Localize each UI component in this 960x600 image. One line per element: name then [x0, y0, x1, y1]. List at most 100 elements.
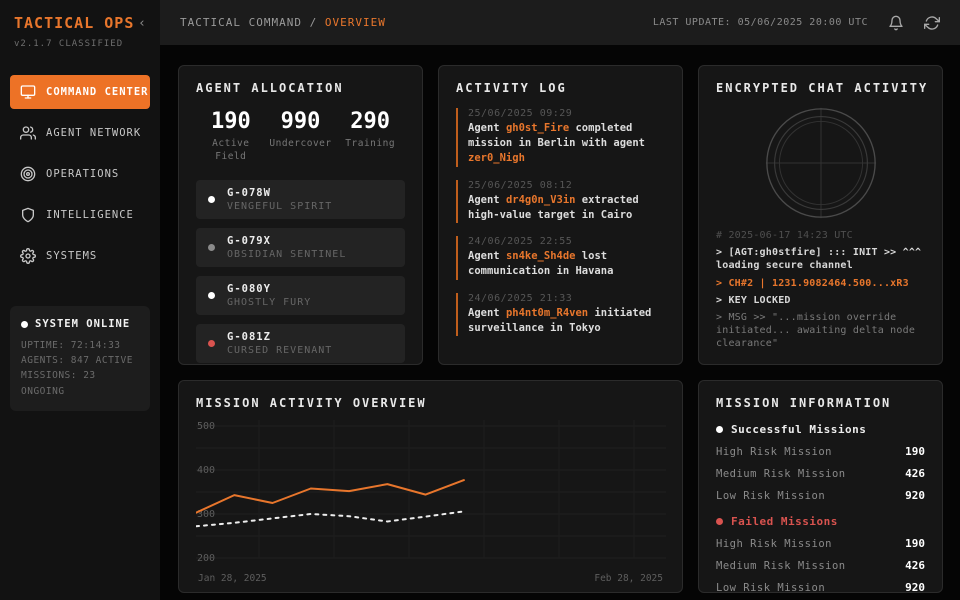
log-text-segment: Agent	[468, 122, 506, 134]
agent-status-dot	[208, 339, 215, 347]
mission-info-row: Medium Risk Mission 426	[716, 559, 925, 572]
mission-info-section: Successful Missions High Risk Mission 190 M…	[716, 423, 925, 502]
agent-name: GHOSTLY FURY	[227, 296, 312, 308]
mission-row-label: Medium Risk Mission	[716, 467, 846, 480]
sidebar-item-label: OPERATIONS	[46, 168, 120, 180]
chat-line: > CH#2 | 1231.9082464.500...xR3	[716, 277, 909, 289]
log-entry: 25/06/2025 08:12 Agent dr4g0n_V3in extrac…	[456, 179, 665, 224]
agent-list-item[interactable]: G-079X OBSIDIAN SENTINEL	[196, 227, 405, 267]
sidebar-nav: COMMAND CENTER AGENT NETWORK OPERATIONS …	[0, 75, 160, 280]
log-text-segment: extracted high-value target in Cairo	[468, 193, 639, 221]
agent-status-dot	[208, 243, 215, 251]
agent-code: G-080Y	[227, 282, 271, 295]
topbar-right: LAST UPDATE: 05/06/2025 20:00 UTC	[653, 15, 940, 31]
mission-row-value: 920	[905, 489, 925, 502]
breadcrumb-root[interactable]: TACTICAL COMMAND	[180, 16, 302, 29]
monitor-icon	[20, 85, 36, 99]
sidebar-item-command-center[interactable]: COMMAND CENTER	[10, 75, 150, 109]
agent-handle: zer0_Nigh	[468, 152, 525, 165]
log-timestamp: 24/06/2025 22:55	[468, 236, 573, 248]
log-entry: 25/06/2025 09:29 Agent gh0st_Fire complet…	[456, 108, 665, 167]
log-text-segment: initiated surveillance in Tokyo	[468, 306, 652, 334]
chat-lines: # 2025-06-17 14:23 UTC > [AGT:gh0stfire] …	[716, 229, 925, 351]
system-status-line: MISSIONS: 23 ONGOING	[21, 370, 96, 397]
system-status-line: AGENTS: 847 ACTIVE	[21, 355, 133, 367]
mission-section-label: Successful Missions	[731, 423, 867, 436]
mission-row-label: Low Risk Mission	[716, 489, 826, 502]
main-area: TACTICAL COMMAND / OVERVIEW LAST UPDATE:…	[160, 0, 960, 600]
breadcrumb: TACTICAL COMMAND / OVERVIEW	[180, 16, 386, 29]
agent-handle: sn4ke_Sh4de	[505, 250, 576, 263]
radar-graphic-wrap	[716, 105, 925, 221]
mission-info-row: Low Risk Mission 920	[716, 489, 925, 502]
svg-text:200: 200	[197, 553, 215, 564]
breadcrumb-separator: /	[309, 16, 318, 29]
agent-name: CURSED REVENANT	[227, 344, 333, 356]
x-axis-end-label: Feb 28, 2025	[594, 573, 663, 584]
sidebar-item-intelligence[interactable]: INTELLIGENCE	[10, 198, 150, 232]
mission-row-label: High Risk Mission	[716, 537, 832, 550]
mission-info-row: High Risk Mission 190	[716, 445, 925, 458]
system-status-panel: SYSTEM ONLINE UPTIME: 72:14:33 AGENTS: 84…	[10, 306, 150, 411]
log-text: Agent ph4nt0m_R4ven initiated surveillan…	[468, 306, 665, 336]
app-version: v2.1.7 CLASSIFIED	[14, 39, 124, 49]
dashboard-row-2: MISSION ACTIVITY OVERVIEW 200 300 400 500 J…	[178, 380, 943, 593]
log-text: Agent gh0st_Fire completed mission in Be…	[468, 121, 665, 167]
agent-allocation-card: AGENT ALLOCATION 190 Active Field 990 Un…	[178, 65, 423, 365]
mission-row-value: 190	[905, 537, 925, 550]
agent-list-item[interactable]: G-078W VENGEFUL SPIRIT	[196, 179, 405, 219]
mission-row-label: Low Risk Mission	[716, 581, 826, 593]
sidebar-item-systems[interactable]: SYSTEMS	[10, 239, 150, 273]
agent-handle: ph4nt0m_R4ven	[505, 306, 589, 319]
series-failed-missions	[195, 510, 465, 528]
mission-info-section: Failed Missions High Risk Mission 190 Mediu…	[716, 515, 925, 593]
activity-log-card: ACTIVITY LOG 25/06/2025 09:29 Agent gh0st…	[438, 65, 683, 365]
stat-label: Active Field	[212, 138, 250, 162]
topbar: TACTICAL COMMAND / OVERVIEW LAST UPDATE:…	[160, 0, 960, 45]
sidebar-item-label: SYSTEMS	[46, 250, 98, 262]
log-entry: 24/06/2025 21:33 Agent ph4nt0m_R4ven init…	[456, 292, 665, 336]
system-status-title-row: SYSTEM ONLINE	[21, 318, 139, 330]
chart-title: MISSION ACTIVITY OVERVIEW	[196, 396, 427, 410]
agent-handle: dr4g0n_V3in	[505, 193, 576, 206]
agent-stats: 190 Active Field 990 Undercover 290 Trai…	[196, 109, 405, 164]
log-timestamp: 25/06/2025 09:29	[468, 108, 573, 119]
mission-row-label: Medium Risk Mission	[716, 559, 846, 572]
log-text-segment: Agent	[468, 193, 506, 206]
agent-code: G-079X	[227, 234, 271, 247]
stat-value: 290	[350, 109, 391, 134]
last-update-label: LAST UPDATE: 05/06/2025 20:00 UTC	[652, 17, 868, 28]
svg-text:500: 500	[197, 421, 215, 432]
stat-value: 990	[280, 109, 321, 134]
mission-section-label: Failed Missions	[731, 515, 838, 528]
mission-section-dot	[716, 518, 723, 525]
agent-status-dot	[208, 291, 215, 299]
mission-info-row: High Risk Mission 190	[716, 537, 925, 550]
sidebar-item-operations[interactable]: OPERATIONS	[10, 157, 150, 191]
sidebar-collapse-icon[interactable]: ‹	[138, 16, 146, 31]
sidebar-item-agent-network[interactable]: AGENT NETWORK	[10, 116, 150, 150]
log-text-segment: Agent	[468, 306, 506, 319]
system-status-line: UPTIME: 72:14:33	[21, 340, 121, 351]
agent-name: OBSIDIAN SENTINEL	[227, 248, 347, 260]
mission-info-row: Medium Risk Mission 426	[716, 467, 925, 480]
card-title: AGENT ALLOCATION	[196, 81, 344, 95]
mission-information-card: MISSION INFORMATION Successful Missions H…	[698, 380, 943, 593]
agent-text: G-078W VENGEFUL SPIRIT	[227, 187, 332, 212]
agent-name: VENGEFUL SPIRIT	[227, 200, 333, 212]
bell-icon[interactable]	[888, 15, 904, 31]
mission-section-header: Failed Missions	[716, 515, 925, 528]
mission-row-label: High Risk Mission	[716, 445, 832, 458]
mission-row-value: 920	[905, 581, 925, 593]
agent-list-item[interactable]: G-081Z CURSED REVENANT	[196, 323, 405, 363]
mission-info-sections: Successful Missions High Risk Mission 190 M…	[716, 423, 925, 593]
svg-text:400: 400	[197, 465, 215, 476]
activity-log-entries[interactable]: 25/06/2025 09:29 Agent gh0st_Fire complet…	[456, 108, 665, 348]
agent-list-item[interactable]: G-080Y GHOSTLY FURY	[196, 275, 405, 315]
refresh-icon[interactable]	[924, 15, 940, 31]
system-status-lines: UPTIME: 72:14:33 AGENTS: 847 ACTIVE MISSIO…	[21, 338, 139, 399]
agent-text: G-081Z CURSED REVENANT	[227, 331, 332, 356]
agent-status-dot	[208, 195, 215, 203]
sidebar-item-label: AGENT NETWORK	[46, 127, 142, 139]
gear-icon	[20, 248, 36, 264]
